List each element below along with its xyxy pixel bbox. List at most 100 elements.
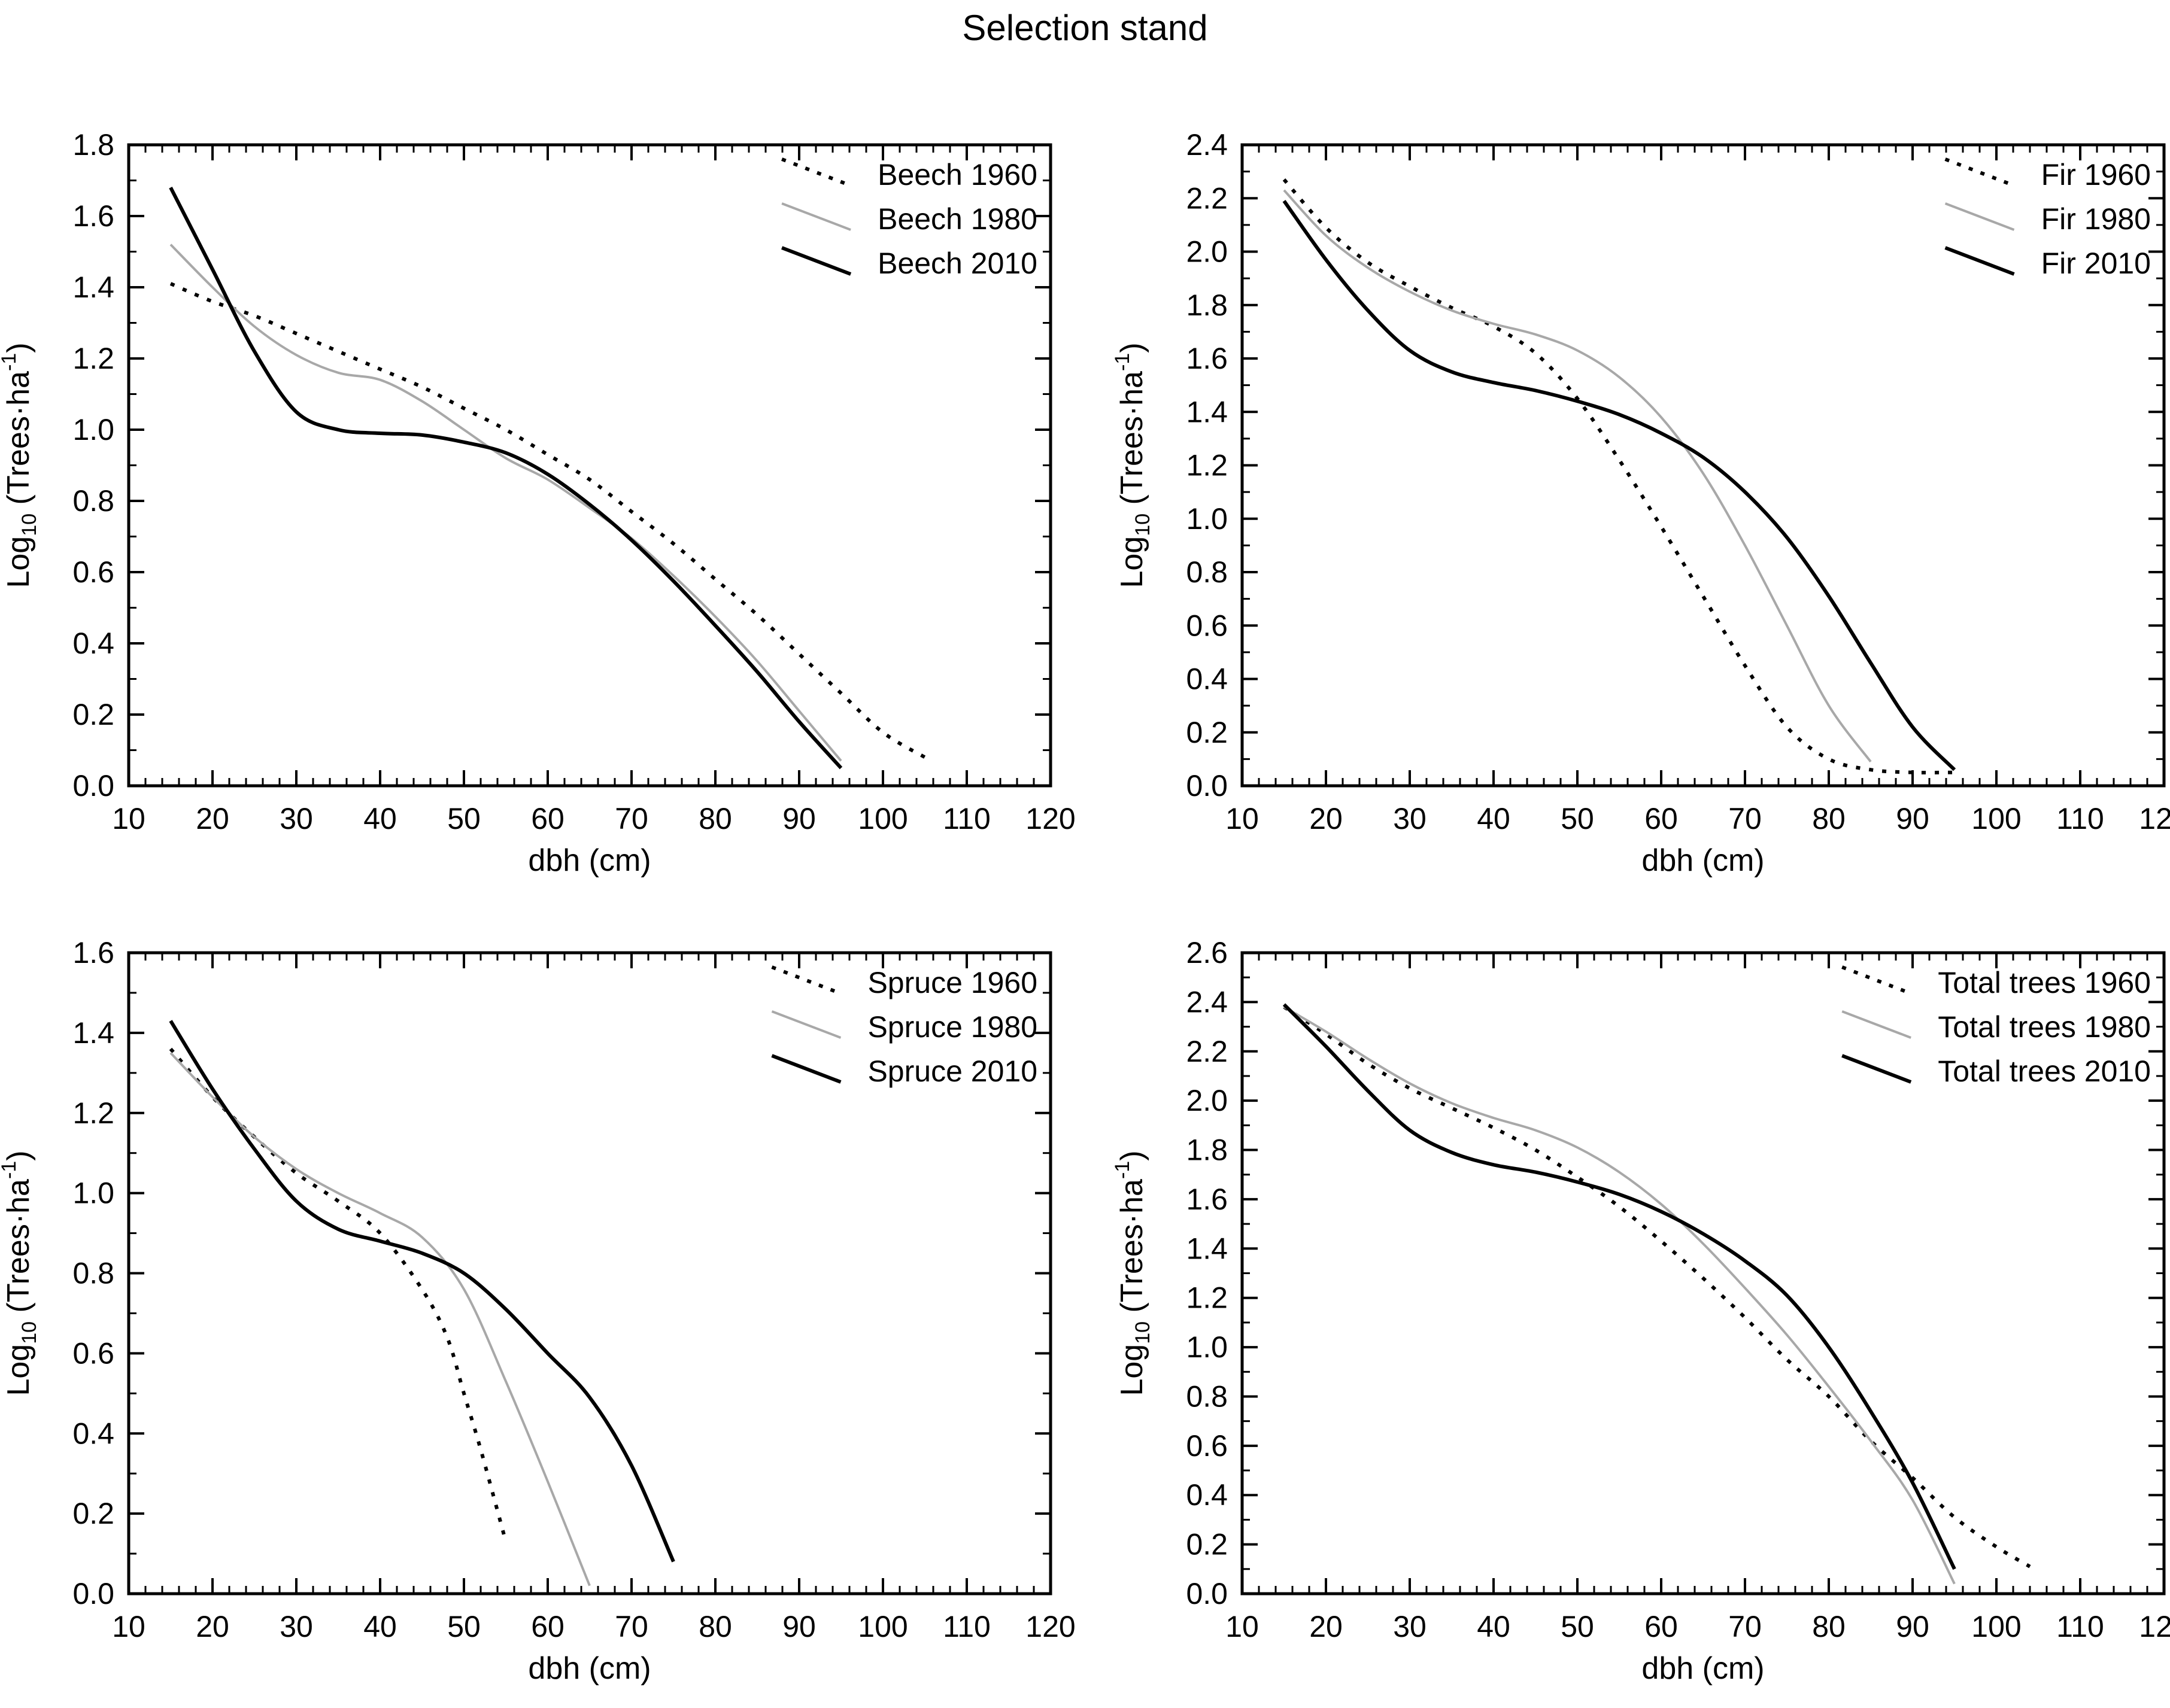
figure-title: Selection stand	[962, 8, 1208, 48]
y-tick-label: 0.6	[72, 1336, 114, 1370]
chart-panel-beech: 10 20 30 40 50 60 70 80 90 100 110 120 0.0 0.2 0.4 0.6 0…	[0, 128, 1076, 878]
series-curve-spruce-2010	[169, 1020, 675, 1563]
plot-frame	[1240, 951, 2166, 1595]
plot-frame	[127, 951, 1052, 1595]
y-tick-label: 0.6	[1186, 609, 1228, 642]
y-tick-label: 1.6	[72, 199, 114, 233]
y-tick-label: 2.0	[1186, 235, 1228, 269]
x-tick-label: 70	[1728, 802, 1762, 835]
x-tick-label: 30	[1393, 802, 1427, 835]
y-tick-label: 0.4	[1186, 662, 1228, 696]
y-tick-label: 0.2	[72, 698, 114, 731]
y-axis-label: Log10 (Trees·ha-1)	[0, 342, 41, 588]
x-tick-label: 80	[1812, 802, 1846, 835]
x-tick-label: 30	[280, 1610, 313, 1643]
y-tick-label: 0.8	[72, 484, 114, 518]
series-curve-beech-1980	[169, 244, 842, 762]
x-tick-label: 10	[112, 1610, 145, 1643]
series-curve-beech-1960	[169, 282, 926, 759]
y-tick-label: 1.2	[72, 342, 114, 375]
series-curve-total-trees-2010	[1282, 1003, 1956, 1570]
series-curve-spruce-1960	[169, 1047, 508, 1542]
x-tick-label: 50	[1561, 802, 1594, 835]
x-tick-label: 30	[1393, 1610, 1427, 1643]
y-tick-label: 1.0	[72, 413, 114, 446]
legend-label: Total trees 1980	[1938, 1010, 2151, 1044]
x-tick-label: 60	[531, 802, 564, 835]
x-tick-label: 50	[1561, 1610, 1594, 1643]
legend-swatch-line	[1841, 1054, 1912, 1084]
y-tick-label: 1.4	[1186, 1232, 1228, 1265]
series-curve-total-trees-1980	[1283, 1005, 1956, 1585]
y-tick-label: 1.0	[1186, 502, 1228, 536]
x-tick-label: 20	[196, 1610, 229, 1643]
plot-frame	[1240, 143, 2166, 788]
x-tick-label: 50	[447, 1610, 481, 1643]
y-tick-label: 1.2	[1186, 449, 1228, 482]
y-tick-label: 0.2	[72, 1497, 114, 1530]
legend-label: Total trees 1960	[1938, 966, 2151, 999]
chart-panel-fir: 10 20 30 40 50 60 70 80 90 100 110 120 0.0 0.2 0.4 0.6 0…	[1111, 128, 2170, 878]
x-tick-label: 60	[1644, 802, 1678, 835]
y-tick-label: 1.4	[1186, 395, 1228, 428]
legend-swatch-line	[781, 246, 852, 276]
series-curve-spruce-1980	[169, 1051, 591, 1587]
x-tick-label: 40	[363, 802, 397, 835]
y-tick-label: 2.0	[1186, 1084, 1228, 1117]
y-tick-label: 2.2	[1186, 181, 1228, 215]
x-tick-label: 120	[2139, 1610, 2170, 1643]
x-tick-label: 70	[615, 802, 648, 835]
y-tick-label: 0.0	[1186, 1577, 1228, 1610]
legend-swatch-line	[1944, 202, 2015, 231]
legend-label: Beech 1960	[878, 158, 1037, 192]
legend-swatch-line	[1841, 965, 1912, 995]
x-tick-label: 20	[1309, 1610, 1343, 1643]
legend-label: Spruce 1960	[867, 966, 1037, 999]
x-tick-label: 90	[1896, 1610, 1929, 1643]
x-axis-label: dbh (cm)	[1641, 1651, 1764, 1686]
x-tick-label: 80	[1812, 1610, 1846, 1643]
y-tick-label: 1.6	[72, 936, 114, 970]
x-tick-label: 30	[280, 802, 313, 835]
x-tick-label: 100	[1971, 1610, 2021, 1643]
legend-label: Spruce 2010	[867, 1054, 1037, 1088]
x-tick-label: 100	[858, 1610, 908, 1643]
series-curve-fir-1960	[1282, 178, 1955, 775]
legend-swatch-line	[1841, 1010, 1911, 1039]
y-tick-label: 1.4	[72, 1016, 114, 1050]
y-tick-label: 0.0	[72, 1577, 114, 1610]
chart-panel-total-trees: 10 20 30 40 50 60 70 80 90 100 110 120 0.0 0.2 0.4 0.6 0…	[1111, 936, 2170, 1686]
y-tick-label: 1.8	[1186, 1133, 1228, 1167]
x-tick-label: 70	[615, 1610, 648, 1643]
y-tick-label: 0.8	[1186, 1379, 1228, 1413]
x-tick-label: 120	[2139, 802, 2170, 835]
series-curve-fir-1980	[1283, 189, 1872, 763]
legend-swatch-line	[771, 1054, 842, 1084]
legend-label: Beech 1980	[878, 202, 1037, 236]
chart-panel-spruce: 10 20 30 40 50 60 70 80 90 100 110 120 0.0 0.2 0.4 0.6 0…	[0, 936, 1076, 1686]
y-tick-label: 2.4	[1186, 985, 1228, 1019]
x-tick-label: 80	[699, 802, 732, 835]
x-tick-label: 40	[1477, 802, 1510, 835]
x-tick-label: 20	[196, 802, 229, 835]
legend-label: Spruce 1980	[867, 1010, 1037, 1044]
legend-label: Total trees 2010	[1938, 1054, 2151, 1088]
x-tick-label: 90	[782, 1610, 816, 1643]
x-tick-label: 40	[1477, 1610, 1510, 1643]
legend-label: Fir 2010	[2041, 247, 2151, 280]
x-tick-label: 120	[1025, 802, 1075, 835]
x-axis-label: dbh (cm)	[528, 843, 651, 878]
y-tick-label: 0.4	[1186, 1478, 1228, 1512]
y-tick-label: 0.2	[1186, 1528, 1228, 1561]
series-curve-fir-2010	[1282, 199, 1956, 771]
y-tick-label: 2.4	[1186, 128, 1228, 162]
x-tick-label: 60	[531, 1610, 564, 1643]
legend-swatch-line	[1944, 246, 2015, 276]
x-tick-label: 90	[782, 802, 816, 835]
y-tick-label: 0.8	[1186, 555, 1228, 589]
y-tick-label: 0.0	[72, 769, 114, 803]
legend-label: Fir 1980	[2041, 202, 2151, 236]
y-tick-label: 0.0	[1186, 769, 1228, 803]
y-tick-label: 0.8	[72, 1257, 114, 1290]
y-tick-label: 1.2	[72, 1096, 114, 1130]
